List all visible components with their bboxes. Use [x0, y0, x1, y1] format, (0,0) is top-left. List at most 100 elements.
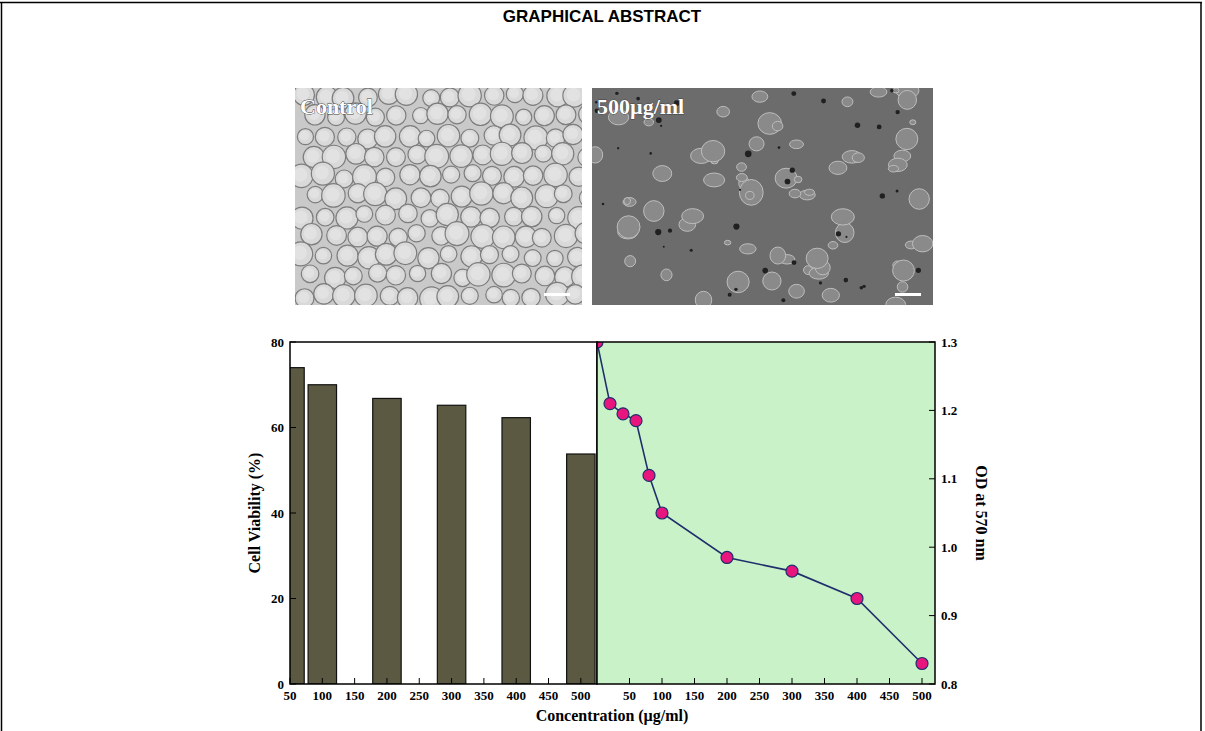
cell-core: [300, 131, 310, 141]
debris: [623, 198, 636, 207]
cell: [473, 145, 493, 165]
cell-core: [304, 227, 317, 240]
cell: [451, 186, 472, 207]
cell-core: [325, 187, 339, 201]
cell-core: [392, 231, 403, 242]
bar-chart: 02040608050100150200250300350400450500Ce…: [246, 335, 597, 704]
point: [630, 415, 642, 427]
x-tick-label: 400: [506, 688, 526, 703]
debris: [842, 97, 853, 107]
y2-tick: [929, 342, 935, 343]
debris: [886, 297, 906, 305]
cell-core: [453, 148, 467, 162]
debris: [682, 209, 704, 224]
cell: [485, 88, 504, 105]
bar: [567, 454, 595, 684]
speck: [655, 229, 661, 235]
x-tick: [922, 678, 923, 684]
debris: [746, 191, 754, 199]
x-tick: [548, 678, 549, 684]
y2-tick: [929, 684, 935, 685]
y2-tick-label: 1.2: [941, 403, 957, 418]
debris: [695, 291, 712, 305]
y-tick: [290, 684, 296, 685]
cell-core: [361, 132, 373, 144]
x-tick-label: 450: [880, 688, 900, 703]
cell-core: [358, 208, 368, 218]
speck: [660, 125, 662, 127]
cell-core: [557, 187, 568, 198]
cell-core: [414, 191, 426, 203]
cell: [440, 88, 459, 107]
x-tick: [694, 678, 695, 684]
cell-core: [470, 266, 484, 280]
cell: [295, 289, 314, 305]
cell-core: [503, 127, 516, 140]
debris: [704, 173, 725, 187]
cell: [315, 127, 334, 146]
speck: [860, 286, 864, 290]
cell: [443, 166, 460, 183]
x-tick: [386, 678, 387, 684]
y-tick-label: 40: [271, 506, 284, 521]
cell-core: [330, 229, 342, 241]
x-tick-label: 200: [377, 688, 397, 703]
cell-core: [464, 290, 474, 300]
point: [916, 657, 928, 669]
speck: [916, 268, 921, 273]
cell-core: [549, 132, 560, 143]
x-tick: [322, 678, 323, 684]
cell: [522, 288, 540, 305]
speck: [649, 152, 652, 155]
cell-core: [475, 228, 489, 242]
speck: [896, 190, 899, 193]
x-tick-label: 100: [652, 688, 672, 703]
micrograph: [295, 88, 582, 305]
x-tick: [354, 678, 355, 684]
cell-core: [317, 287, 329, 299]
frame: [1, 3, 3, 731]
cell: [448, 106, 466, 124]
plot-area: [597, 342, 935, 684]
x-tick-label: 50: [284, 688, 297, 703]
cell-core: [379, 208, 391, 220]
cell: [506, 88, 523, 103]
speck: [745, 151, 752, 158]
cell-core: [351, 186, 363, 198]
debris: [617, 216, 640, 238]
cell: [408, 225, 425, 242]
micrograph: [592, 88, 933, 305]
cell-core: [423, 169, 436, 182]
debris: [772, 121, 783, 130]
debris: [896, 128, 918, 149]
cell-core: [473, 107, 486, 120]
cell-core: [509, 88, 519, 98]
speck: [819, 281, 822, 284]
speck: [762, 268, 768, 274]
cell: [364, 182, 387, 205]
debris: [763, 272, 781, 290]
cell-core: [571, 210, 582, 223]
speck: [733, 223, 739, 229]
cell-core: [339, 210, 352, 223]
cell-core: [518, 229, 531, 242]
cell: [535, 266, 555, 286]
cell-core: [389, 150, 400, 161]
cell-core: [440, 289, 453, 302]
cell-core: [507, 170, 519, 182]
cell-core: [421, 133, 431, 143]
cell-core: [306, 150, 319, 163]
cell: [301, 224, 322, 245]
bars: [290, 368, 595, 684]
x-tick: [629, 678, 630, 684]
speck: [836, 231, 841, 236]
cell: [502, 246, 519, 263]
x-tick: [419, 678, 420, 684]
cell: [554, 185, 572, 203]
debris: [806, 248, 828, 268]
speck: [663, 246, 665, 248]
cell: [411, 188, 431, 208]
x-tick-label: 500: [571, 688, 591, 703]
debris: [852, 153, 864, 163]
x-tick: [792, 678, 793, 684]
